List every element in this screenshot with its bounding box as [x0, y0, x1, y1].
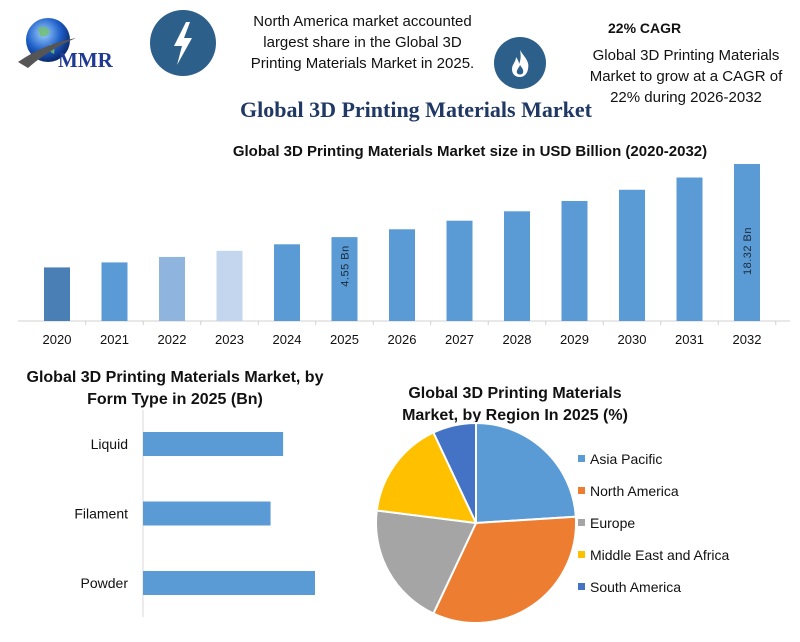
x-tick-label: 2032 — [733, 332, 762, 347]
category-label: Filament — [74, 506, 128, 522]
bar-filament — [143, 501, 271, 526]
legend-swatch — [578, 583, 585, 590]
bar-2030 — [619, 189, 645, 321]
slice-europe — [375, 509, 478, 615]
market-size-chart-title: Global 3D Printing Materials Market size… — [232, 143, 708, 160]
legend-swatch — [578, 455, 585, 462]
x-tick-label: 2025 — [330, 332, 359, 347]
north-america-note: North America market accounted largest s… — [250, 13, 475, 72]
slice-asia-pacific — [475, 421, 577, 525]
legend-swatch — [578, 487, 585, 494]
legend-swatch — [578, 551, 585, 558]
bar-powder — [143, 571, 315, 595]
bar-2020 — [44, 267, 70, 321]
x-tick-label: 2028 — [503, 332, 532, 347]
region-chart-title: Global 3D Printing Materials Market, by … — [402, 385, 628, 424]
x-tick-label: 2030 — [618, 332, 647, 347]
x-tick-label: 2020 — [43, 332, 72, 347]
data-label-2032: 18.32 Bn — [742, 227, 754, 275]
bar-2029 — [561, 201, 588, 321]
logo-text: MMR — [58, 48, 113, 72]
category-label: Liquid — [91, 436, 128, 452]
page-title: Global 3D Printing Materials Market — [240, 97, 592, 122]
form-type-chart: Liquid Filament Powder — [74, 410, 315, 617]
bar-liquid — [143, 432, 284, 456]
bar-2028 — [504, 211, 530, 321]
slice-middle-east-and-africa — [375, 431, 478, 525]
legend-swatch — [578, 519, 585, 526]
x-tick-label: 2029 — [560, 332, 589, 347]
cagr-note: Global 3D Printing Materials Market to g… — [589, 47, 783, 106]
x-tick-label: 2023 — [215, 332, 244, 347]
bar-2022 — [159, 256, 185, 321]
mmr-logo: MMR — [14, 14, 114, 76]
bar-2026 — [389, 229, 415, 321]
bar-2021 — [101, 262, 128, 321]
x-tick-label: 2027 — [445, 332, 474, 347]
bar-2027 — [446, 220, 473, 321]
cagr-heading: 22% CAGR — [608, 20, 682, 36]
x-tick-label: 2021 — [100, 332, 129, 347]
x-tick-label: 2026 — [388, 332, 417, 347]
market-size-chart: 2020 2021 2022 2023 2024 2025 4.55 Bn 2026 2027 2… — [18, 164, 790, 347]
lightning-bolt-icon — [150, 10, 216, 76]
flame-icon — [494, 37, 546, 89]
bar-2025 — [331, 237, 358, 321]
legend-label: Europe — [590, 515, 635, 531]
x-tick-label: 2031 — [675, 332, 704, 347]
globe-icon — [18, 18, 76, 68]
legend-label: Asia Pacific — [590, 451, 662, 467]
category-label: Powder — [81, 575, 129, 591]
region-chart: Asia Pacific North America Europe Middle Ea… — [375, 421, 730, 624]
bar-2023 — [216, 250, 243, 321]
legend-label: South America — [590, 579, 681, 595]
form-type-chart-title: Global 3D Printing Materials Market, by … — [26, 369, 324, 408]
legend-label: North America — [590, 483, 679, 499]
bar-2031 — [676, 177, 703, 321]
slice-south-america — [432, 421, 477, 524]
data-label-2025: 4.55 Bn — [340, 245, 352, 286]
slice-north-america — [432, 515, 577, 624]
bar-2032 — [734, 164, 760, 321]
bar-2024 — [274, 244, 300, 321]
x-tick-label: 2024 — [273, 332, 302, 347]
x-tick-label: 2022 — [158, 332, 187, 347]
legend-label: Middle East and Africa — [590, 547, 730, 563]
